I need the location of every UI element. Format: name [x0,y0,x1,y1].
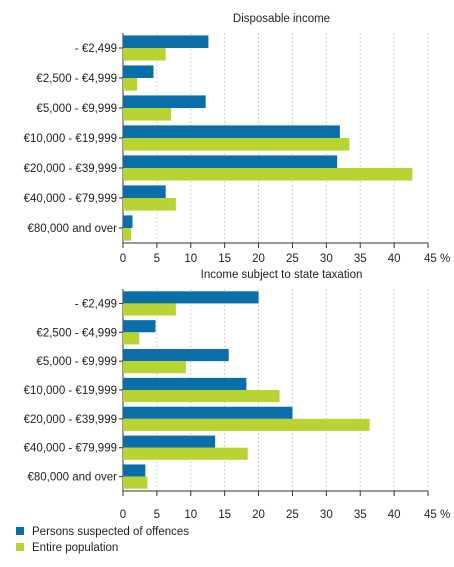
chart-2-bar-population [123,361,187,374]
chart-1-category-label: - €2,499 [75,43,117,55]
chart-2-title: Income subject to state taxation [201,269,363,281]
chart-2-category-label: €10,000 - €19,999 [24,385,117,397]
chart-1-category-label: €20,000 - €39,999 [24,163,117,175]
legend-label-2: Entire population [32,542,118,554]
chart-1-bar-population [123,228,132,241]
chart-2-bar-suspects [123,349,229,362]
chart-2-bar-suspects [123,435,216,448]
chart-1-bar-suspects [123,185,166,198]
chart-2-tick-label: 40 [388,509,401,521]
chart-1-tick-label: 45 % [424,253,450,265]
chart-2-tick-label: 25 [286,509,299,521]
chart-2-bar-suspects [123,291,259,304]
chart-2-bar-population [123,447,248,460]
chart-2-bar-suspects [123,464,146,477]
chart-2-tick-label: 30 [320,509,333,521]
chart-1-category-label: €2,500 - €4,999 [36,73,117,85]
chart-2-bar-suspects [123,320,156,333]
chart-2-tick-label: 5 [154,509,160,521]
chart-1-tick-label: 10 [184,253,197,265]
chart-2-tick-label: 10 [184,509,197,521]
chart-1-tick-label: 5 [154,253,160,265]
chart-1-bar-population [123,138,350,151]
chart-1-category-label: €5,000 - €9,999 [36,103,117,115]
chart-2-category-label: - €2,499 [75,298,117,310]
chart-2-tick-label: 45 % [424,509,450,521]
legend-swatch-1 [16,527,24,535]
chart-2-category-label: €2,500 - €4,999 [36,327,117,339]
chart-1-title: Disposable income [233,13,330,25]
chart-1-tick-label: 20 [252,253,265,265]
chart-2-bar-population [123,303,176,316]
chart-2-category-label: €20,000 - €39,999 [24,414,117,426]
chart-1-bar-suspects [123,155,338,168]
chart-2-bar-population [123,390,280,403]
chart-2-bar-population [123,418,370,431]
chart-1-category-label: €10,000 - €19,999 [24,133,117,145]
chart-1-bar-suspects [123,95,206,108]
legend-swatch-2 [16,543,24,551]
chart-2-bar-population [123,476,148,489]
chart-2-category-label: €80,000 and over [27,472,117,484]
chart-1-bar-suspects [123,35,209,48]
chart-2-category-label: €5,000 - €9,999 [36,356,117,368]
chart-2-bar-suspects [123,406,293,419]
chart-1-bar-population [123,168,413,181]
chart-1-tick-label: 35 [354,253,367,265]
chart-1-bar-suspects [123,65,154,78]
chart-1-bar-population [123,78,138,91]
chart-2-bar-population [123,332,140,345]
chart-1-bar-suspects [123,215,133,228]
chart-1-tick-label: 25 [286,253,299,265]
chart-2-bar-suspects [123,377,247,390]
chart-1-bar-population [123,198,176,211]
chart-2-category-label: €40,000 - €79,999 [24,443,117,455]
legend-label-1: Persons suspected of offences [32,526,189,538]
chart-1-tick-label: 40 [388,253,401,265]
chart-1-bar-suspects [123,125,340,138]
chart-1-category-label: €40,000 - €79,999 [24,193,117,205]
chart-1-tick-label: 15 [218,253,231,265]
chart-2-tick-label: 35 [354,509,367,521]
chart-1-tick-label: 0 [120,253,126,265]
chart-2-tick-label: 20 [252,509,265,521]
chart-1-tick-label: 30 [320,253,333,265]
chart-1-category-label: €80,000 and over [27,223,117,235]
chart-2-tick-label: 0 [120,509,126,521]
chart-1-bar-population [123,48,166,61]
chart-1-bar-population [123,108,172,121]
chart-2-tick-label: 15 [218,509,231,521]
